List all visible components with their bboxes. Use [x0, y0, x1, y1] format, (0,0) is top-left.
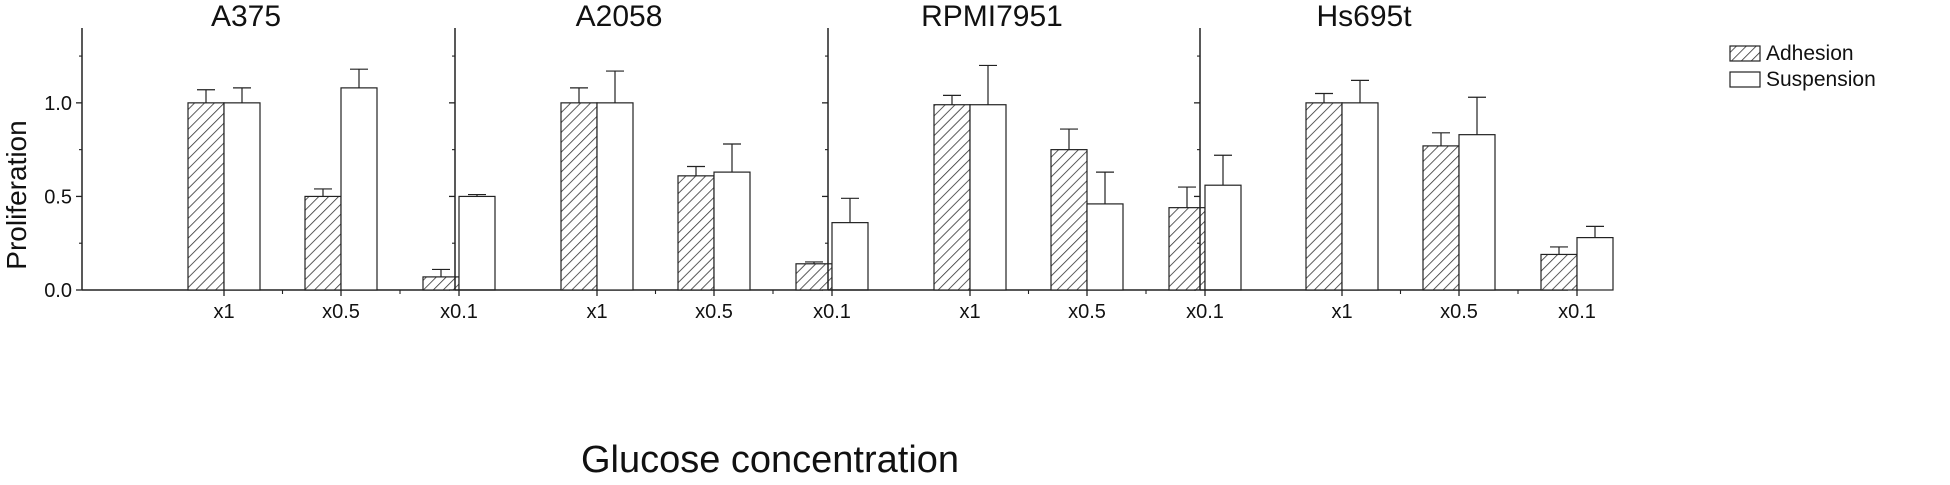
bar-suspension: [1341, 102, 1379, 291]
legend-label: Adhesion: [1766, 42, 1854, 65]
panel-title: A2058: [576, 0, 663, 33]
legend-swatch-suspension: [1729, 71, 1761, 88]
bar-adhesion: [1540, 253, 1578, 291]
bar-adhesion: [422, 276, 460, 291]
x-tick-label: x0.1: [1186, 301, 1224, 323]
x-tick-label: x1: [213, 301, 234, 323]
legend: Adhesion Suspension: [1729, 42, 1876, 91]
bar-suspension: [1458, 134, 1496, 291]
bar-adhesion: [1422, 145, 1460, 291]
panel-title: RPMI7951: [921, 0, 1063, 33]
bar-suspension: [831, 222, 869, 291]
panel-a2058: A2058 x1 x0.5 x0.1: [449, 0, 869, 323]
panel-a375: A375 0.0 0.5 1.0 x1 x0.5 x0.1: [44, 0, 496, 323]
bar-suspension: [1204, 184, 1242, 291]
x-tick-label: x1: [586, 301, 607, 323]
y-tick-label: 0.5: [44, 186, 72, 208]
legend-label: Suspension: [1766, 68, 1876, 91]
x-axis-title: Glucose concentration: [581, 439, 959, 480]
x-tick-label: x0.1: [813, 301, 851, 323]
bar-suspension: [713, 171, 751, 291]
x-tick-label: x0.1: [1558, 301, 1596, 323]
bar-adhesion: [795, 263, 833, 291]
bar-suspension: [596, 102, 634, 291]
bar-adhesion: [304, 195, 342, 291]
legend-swatch-adhesion: [1729, 45, 1761, 62]
bar-suspension: [1576, 237, 1614, 291]
y-axis-title: Proliferation: [1, 120, 32, 269]
y-tick-label: 1.0: [44, 93, 72, 115]
bar-suspension: [340, 87, 378, 291]
bar-adhesion: [1305, 102, 1343, 291]
panel-rpmi7951: RPMI7951 x1 x0.5 x0.1: [822, 0, 1242, 323]
bar-adhesion: [933, 104, 971, 291]
panel-title: A375: [211, 0, 281, 33]
panel-title: Hs695t: [1316, 0, 1412, 33]
bar-suspension: [1086, 203, 1124, 291]
panel-hs695t: Hs695t x1 x0.5 x0.1: [1194, 0, 1614, 323]
x-tick-label: x1: [959, 301, 980, 323]
x-tick-label: x0.5: [322, 301, 360, 323]
bar-adhesion: [1050, 149, 1088, 291]
x-tick-label: x0.1: [440, 301, 478, 323]
bar-adhesion: [187, 102, 225, 291]
y-tick-label: 0.0: [44, 280, 72, 302]
bar-adhesion: [1168, 207, 1206, 291]
x-tick-label: x0.5: [695, 301, 733, 323]
x-tick-label: x0.5: [1068, 301, 1106, 323]
overall-labels: Proliferation Glucose concentration: [1, 120, 959, 481]
x-tick-label: x1: [1331, 301, 1352, 323]
bar-suspension: [458, 195, 496, 291]
bar-suspension: [223, 102, 261, 291]
bar-suspension: [969, 104, 1007, 291]
bar-adhesion: [677, 175, 715, 291]
x-tick-label: x0.5: [1440, 301, 1478, 323]
bar-adhesion: [560, 102, 598, 291]
